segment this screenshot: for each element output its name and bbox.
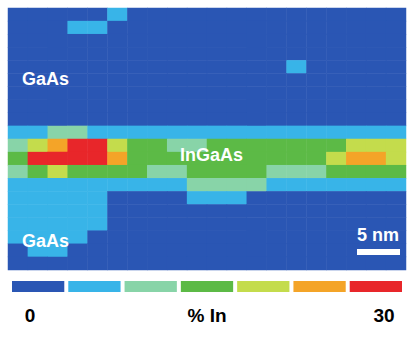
svg-text:30: 30 <box>373 305 394 326</box>
svg-text:% In: % In <box>187 305 226 326</box>
svg-text:GaAs: GaAs <box>22 69 69 89</box>
svg-text:GaAs: GaAs <box>22 231 69 251</box>
svg-text:5 nm: 5 nm <box>357 225 399 245</box>
svg-text:0: 0 <box>25 305 36 326</box>
svg-text:InGaAs: InGaAs <box>180 145 243 165</box>
